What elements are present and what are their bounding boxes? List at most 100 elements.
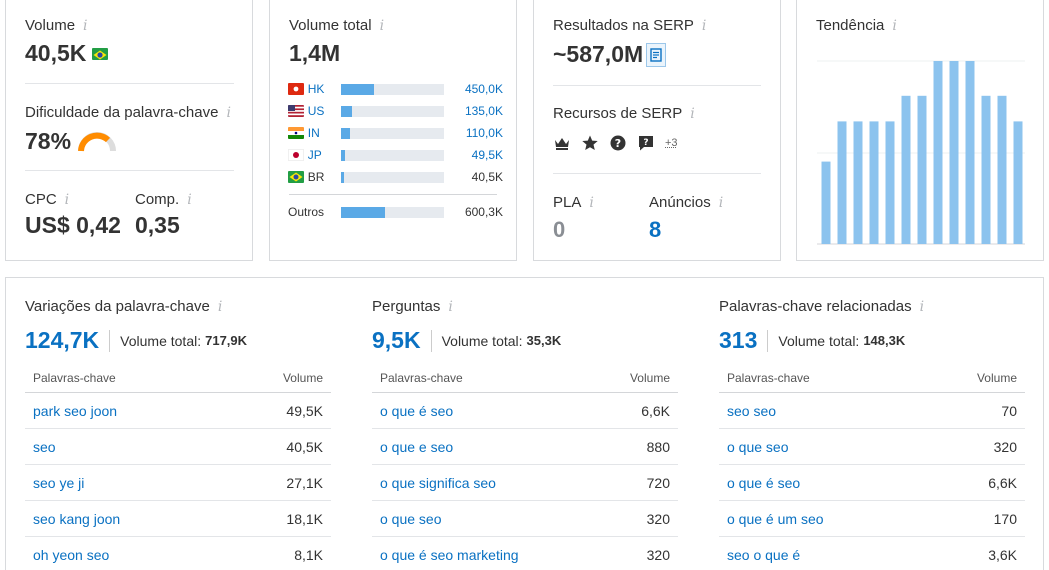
info-icon[interactable]: i bbox=[701, 17, 707, 34]
table-row: o que seo 320 bbox=[719, 429, 1025, 465]
related-title: Palavras-chave relacionadas i bbox=[719, 298, 925, 315]
country-value[interactable]: 135,0K bbox=[464, 104, 503, 118]
info-icon[interactable]: i bbox=[187, 191, 192, 208]
keyword-link[interactable]: seo o que é bbox=[727, 546, 801, 563]
country-value[interactable]: 450,0K bbox=[464, 82, 503, 96]
table-header: Palavras-chave Volume bbox=[372, 363, 678, 393]
info-icon[interactable]: i bbox=[690, 105, 695, 122]
country-row-us: US 135,0K bbox=[288, 104, 503, 118]
table-row: o que é um seo 170 bbox=[719, 501, 1025, 537]
keyword-link[interactable]: park seo joon bbox=[33, 402, 118, 419]
keyword-link[interactable]: o que é um seo bbox=[727, 510, 824, 527]
info-icon[interactable]: i bbox=[919, 298, 925, 315]
trend-bar[interactable] bbox=[917, 95, 927, 244]
keyword-volume: 70 bbox=[1001, 402, 1017, 419]
table-row: seo seo 70 bbox=[719, 393, 1025, 429]
table-row: seo 40,5K bbox=[25, 429, 331, 465]
trend-bar[interactable] bbox=[869, 121, 879, 244]
total-volume-value: 1,4M bbox=[289, 40, 341, 66]
country-code: HK bbox=[307, 82, 325, 96]
trend-bar[interactable] bbox=[997, 95, 1007, 244]
table-row: seo kang joon 18,1K bbox=[25, 501, 331, 537]
variations-table: Palavras-chave Volume park seo joon 49,5K s… bbox=[25, 363, 331, 570]
others-label: Outros bbox=[288, 205, 325, 219]
serp-features-more[interactable]: +3 bbox=[665, 137, 678, 149]
country-code: JP bbox=[307, 148, 322, 162]
info-icon[interactable]: i bbox=[64, 191, 70, 208]
keyword-volume: 6,6K bbox=[988, 474, 1017, 491]
others-value: 600,3K bbox=[464, 205, 503, 219]
country-row-in: IN 110,0K bbox=[288, 126, 503, 140]
info-icon[interactable]: i bbox=[448, 298, 453, 315]
trend-bar[interactable] bbox=[885, 121, 895, 244]
country-bar bbox=[341, 149, 444, 161]
trend-bar[interactable] bbox=[901, 95, 911, 244]
keyword-link[interactable]: seo kang joon bbox=[33, 510, 121, 527]
table-row: o que é seo 6,6K bbox=[372, 393, 678, 429]
ads-value[interactable]: 8 bbox=[649, 217, 662, 242]
related-total: Volume total: 148,3K bbox=[767, 329, 905, 352]
info-icon[interactable]: i bbox=[83, 17, 88, 34]
hk-flag-icon bbox=[288, 83, 304, 95]
kd-gauge-icon bbox=[78, 131, 117, 151]
variations-total: Volume total: 717,9K bbox=[109, 329, 247, 352]
crown-icon[interactable] bbox=[553, 135, 571, 151]
keyword-link[interactable]: o que seo bbox=[727, 438, 789, 455]
keyword-link[interactable]: seo bbox=[33, 438, 56, 455]
trend-bar[interactable] bbox=[965, 61, 975, 244]
info-icon[interactable]: i bbox=[379, 17, 385, 34]
keyword-volume: 320 bbox=[993, 438, 1017, 455]
trend-bar[interactable] bbox=[821, 161, 831, 244]
kd-value: 78% bbox=[25, 128, 72, 154]
info-icon[interactable]: i bbox=[217, 298, 223, 315]
keyword-link[interactable]: o que é seo bbox=[380, 402, 454, 419]
keyword-link[interactable]: o que é seo bbox=[727, 474, 801, 491]
jp-flag-icon bbox=[288, 149, 304, 161]
keyword-volume: 49,5K bbox=[286, 402, 323, 419]
questions-count[interactable]: 9,5K bbox=[372, 327, 421, 353]
trend-bar[interactable] bbox=[837, 121, 847, 244]
related-count[interactable]: 313 bbox=[719, 327, 758, 353]
keyword-ideas-card: Variações da palavra-chave i 124,7K Volum… bbox=[5, 277, 1044, 570]
trend-bar[interactable] bbox=[949, 61, 959, 244]
info-icon[interactable]: i bbox=[226, 104, 231, 121]
trend-bar[interactable] bbox=[853, 121, 863, 244]
volume-card: Volume i 40,5K Dificuldade da palavra-cha… bbox=[5, 0, 253, 261]
country-bar bbox=[341, 83, 444, 95]
info-icon[interactable]: i bbox=[892, 17, 897, 34]
volume-value: 40,5K bbox=[25, 40, 87, 66]
in-flag-icon bbox=[288, 127, 304, 139]
comp-label: Comp. i bbox=[135, 191, 192, 208]
question-circle-icon[interactable]: ? bbox=[609, 135, 627, 151]
country-value[interactable]: 110,0K bbox=[465, 126, 503, 140]
ads-label: Anúncios i bbox=[649, 194, 724, 211]
trend-bar[interactable] bbox=[1013, 121, 1023, 244]
variations-count[interactable]: 124,7K bbox=[25, 327, 100, 353]
star-icon[interactable] bbox=[581, 135, 599, 151]
question-bubble-icon[interactable]: ? bbox=[637, 135, 655, 151]
country-value[interactable]: 49,5K bbox=[471, 148, 503, 162]
br-flag-icon bbox=[288, 171, 304, 183]
table-row: o que e seo 880 bbox=[372, 429, 678, 465]
keyword-link[interactable]: seo seo bbox=[727, 402, 777, 419]
country-row-br: BR 40,5K bbox=[288, 170, 503, 184]
info-icon[interactable]: i bbox=[589, 194, 594, 211]
trend-label: Tendência i bbox=[816, 17, 897, 34]
questions-table: Palavras-chave Volume o que é seo 6,6K o qu… bbox=[372, 363, 678, 570]
keyword-link[interactable]: seo ye ji bbox=[33, 474, 85, 491]
table-header: Palavras-chave Volume bbox=[25, 363, 331, 393]
keyword-link[interactable]: o que significa seo bbox=[380, 474, 496, 491]
keyword-link[interactable]: o que seo bbox=[380, 510, 442, 527]
trend-card: Tendência i bbox=[796, 0, 1044, 261]
country-value: 40,5K bbox=[471, 170, 503, 184]
trend-bar[interactable] bbox=[981, 95, 991, 244]
info-icon[interactable]: i bbox=[718, 194, 724, 211]
keyword-link[interactable]: o que e seo bbox=[380, 438, 454, 455]
serp-snapshot-icon[interactable] bbox=[646, 42, 667, 67]
country-bar bbox=[341, 171, 444, 183]
keyword-link[interactable]: o que é seo marketing bbox=[380, 546, 519, 563]
total-volume-card: Volume total i 1,4M HK 450,0K US 135,0K IN 110… bbox=[269, 0, 517, 261]
keyword-volume: 6,6K bbox=[641, 402, 670, 419]
trend-bar[interactable] bbox=[933, 61, 943, 244]
keyword-link[interactable]: oh yeon seo bbox=[33, 546, 110, 563]
